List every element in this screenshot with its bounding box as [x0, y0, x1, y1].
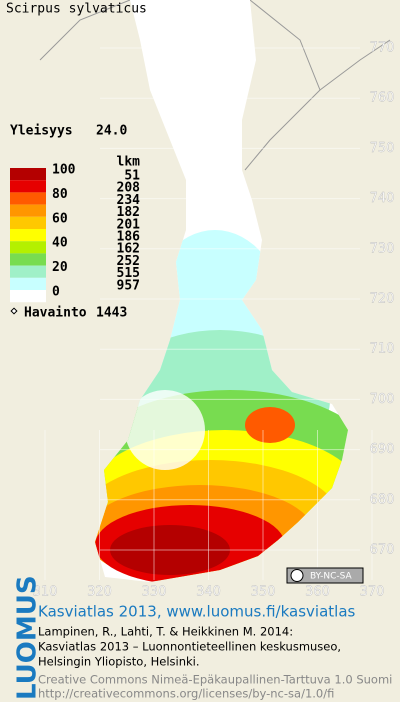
grid — [44, 47, 373, 580]
footer-heading: Kasviatlas 2013, www.luomus.fi/kasviatla… — [38, 603, 356, 621]
x-axis-label: 360 — [305, 585, 330, 600]
x-axis-label: 330 — [142, 585, 167, 600]
y-axis-label: 670 — [370, 543, 395, 558]
frequency-label: Yleisyys — [10, 124, 73, 139]
legend-count: 234 — [117, 193, 141, 208]
legend-scale-label: 20 — [52, 260, 68, 275]
legend-swatch — [10, 241, 46, 254]
legend-count: 515 — [117, 266, 140, 281]
legend-swatch — [10, 253, 46, 266]
license-line: http://creativecommons.org/licenses/by-n… — [38, 687, 334, 701]
license-line: Creative Commons Nimeä-Epäkaupallinen-Ta… — [38, 673, 392, 687]
legend-swatch — [10, 277, 46, 290]
y-axis-label: 680 — [370, 492, 395, 507]
legend-scale-label: 100 — [52, 163, 76, 178]
legend-swatch — [10, 168, 46, 181]
citation-line: Lampinen, R., Lahti, T. & Heikkinen M. 2… — [38, 625, 293, 639]
legend-count: 208 — [117, 181, 141, 196]
legend-count: 182 — [117, 205, 140, 220]
legend-count: 252 — [117, 254, 140, 269]
license-badge-box — [286, 567, 364, 584]
y-axis-label: 690 — [370, 442, 395, 457]
legend-swatch — [10, 216, 46, 229]
legend-scale-label: 80 — [52, 187, 68, 202]
legend-count: 162 — [117, 242, 140, 257]
legend-counts-header: lkm — [117, 155, 141, 170]
citation-line: Kasviatlas 2013 – Luonnontieteellinen ke… — [38, 640, 341, 654]
x-axis-label: 350 — [251, 585, 276, 600]
observation-marker — [10, 307, 18, 315]
title: Scirpus sylvaticus — [6, 2, 147, 17]
y-axis-label: 770 — [370, 41, 395, 56]
y-axis-label: 720 — [370, 292, 395, 307]
legend-count: 201 — [117, 217, 141, 232]
legend-swatch — [10, 180, 46, 193]
y-axis-label: 700 — [370, 392, 395, 407]
x-axis-label: 320 — [87, 585, 112, 600]
legend-swatch — [10, 290, 46, 303]
y-axis-label: 730 — [370, 241, 395, 256]
legend-count: 186 — [117, 230, 141, 245]
x-axis-label: 340 — [196, 585, 221, 600]
x-axis-label: 370 — [360, 585, 385, 600]
distribution — [95, 0, 348, 582]
legend-scale-label: 40 — [52, 236, 68, 251]
legend-count: 51 — [124, 169, 140, 184]
x-axis-label: 310 — [33, 585, 58, 600]
y-axis-label: 710 — [370, 342, 395, 357]
legend-scale-label: 60 — [52, 211, 68, 226]
y-axis-label: 740 — [370, 191, 395, 206]
legend-swatch — [10, 192, 46, 205]
frequency-value: 24.0 — [96, 124, 127, 139]
observations-label: Havainto — [24, 306, 87, 321]
legend-swatch — [10, 265, 46, 278]
y-axis-label: 750 — [370, 141, 395, 156]
borders — [39, 0, 391, 171]
license-badge: BY-NC-SA — [310, 572, 353, 582]
citation-line: Helsingin Yliopisto, Helsinki. — [38, 655, 200, 669]
logo: LUOMUS — [13, 575, 43, 700]
license-badge-icon — [290, 569, 304, 582]
observations-value: 1443 — [96, 306, 127, 321]
legend-scale-label: 0 — [52, 285, 60, 300]
legend-swatch — [10, 229, 46, 242]
legend-count: 957 — [117, 278, 140, 293]
y-axis-label: 760 — [370, 91, 395, 106]
legend-swatch — [10, 204, 46, 217]
